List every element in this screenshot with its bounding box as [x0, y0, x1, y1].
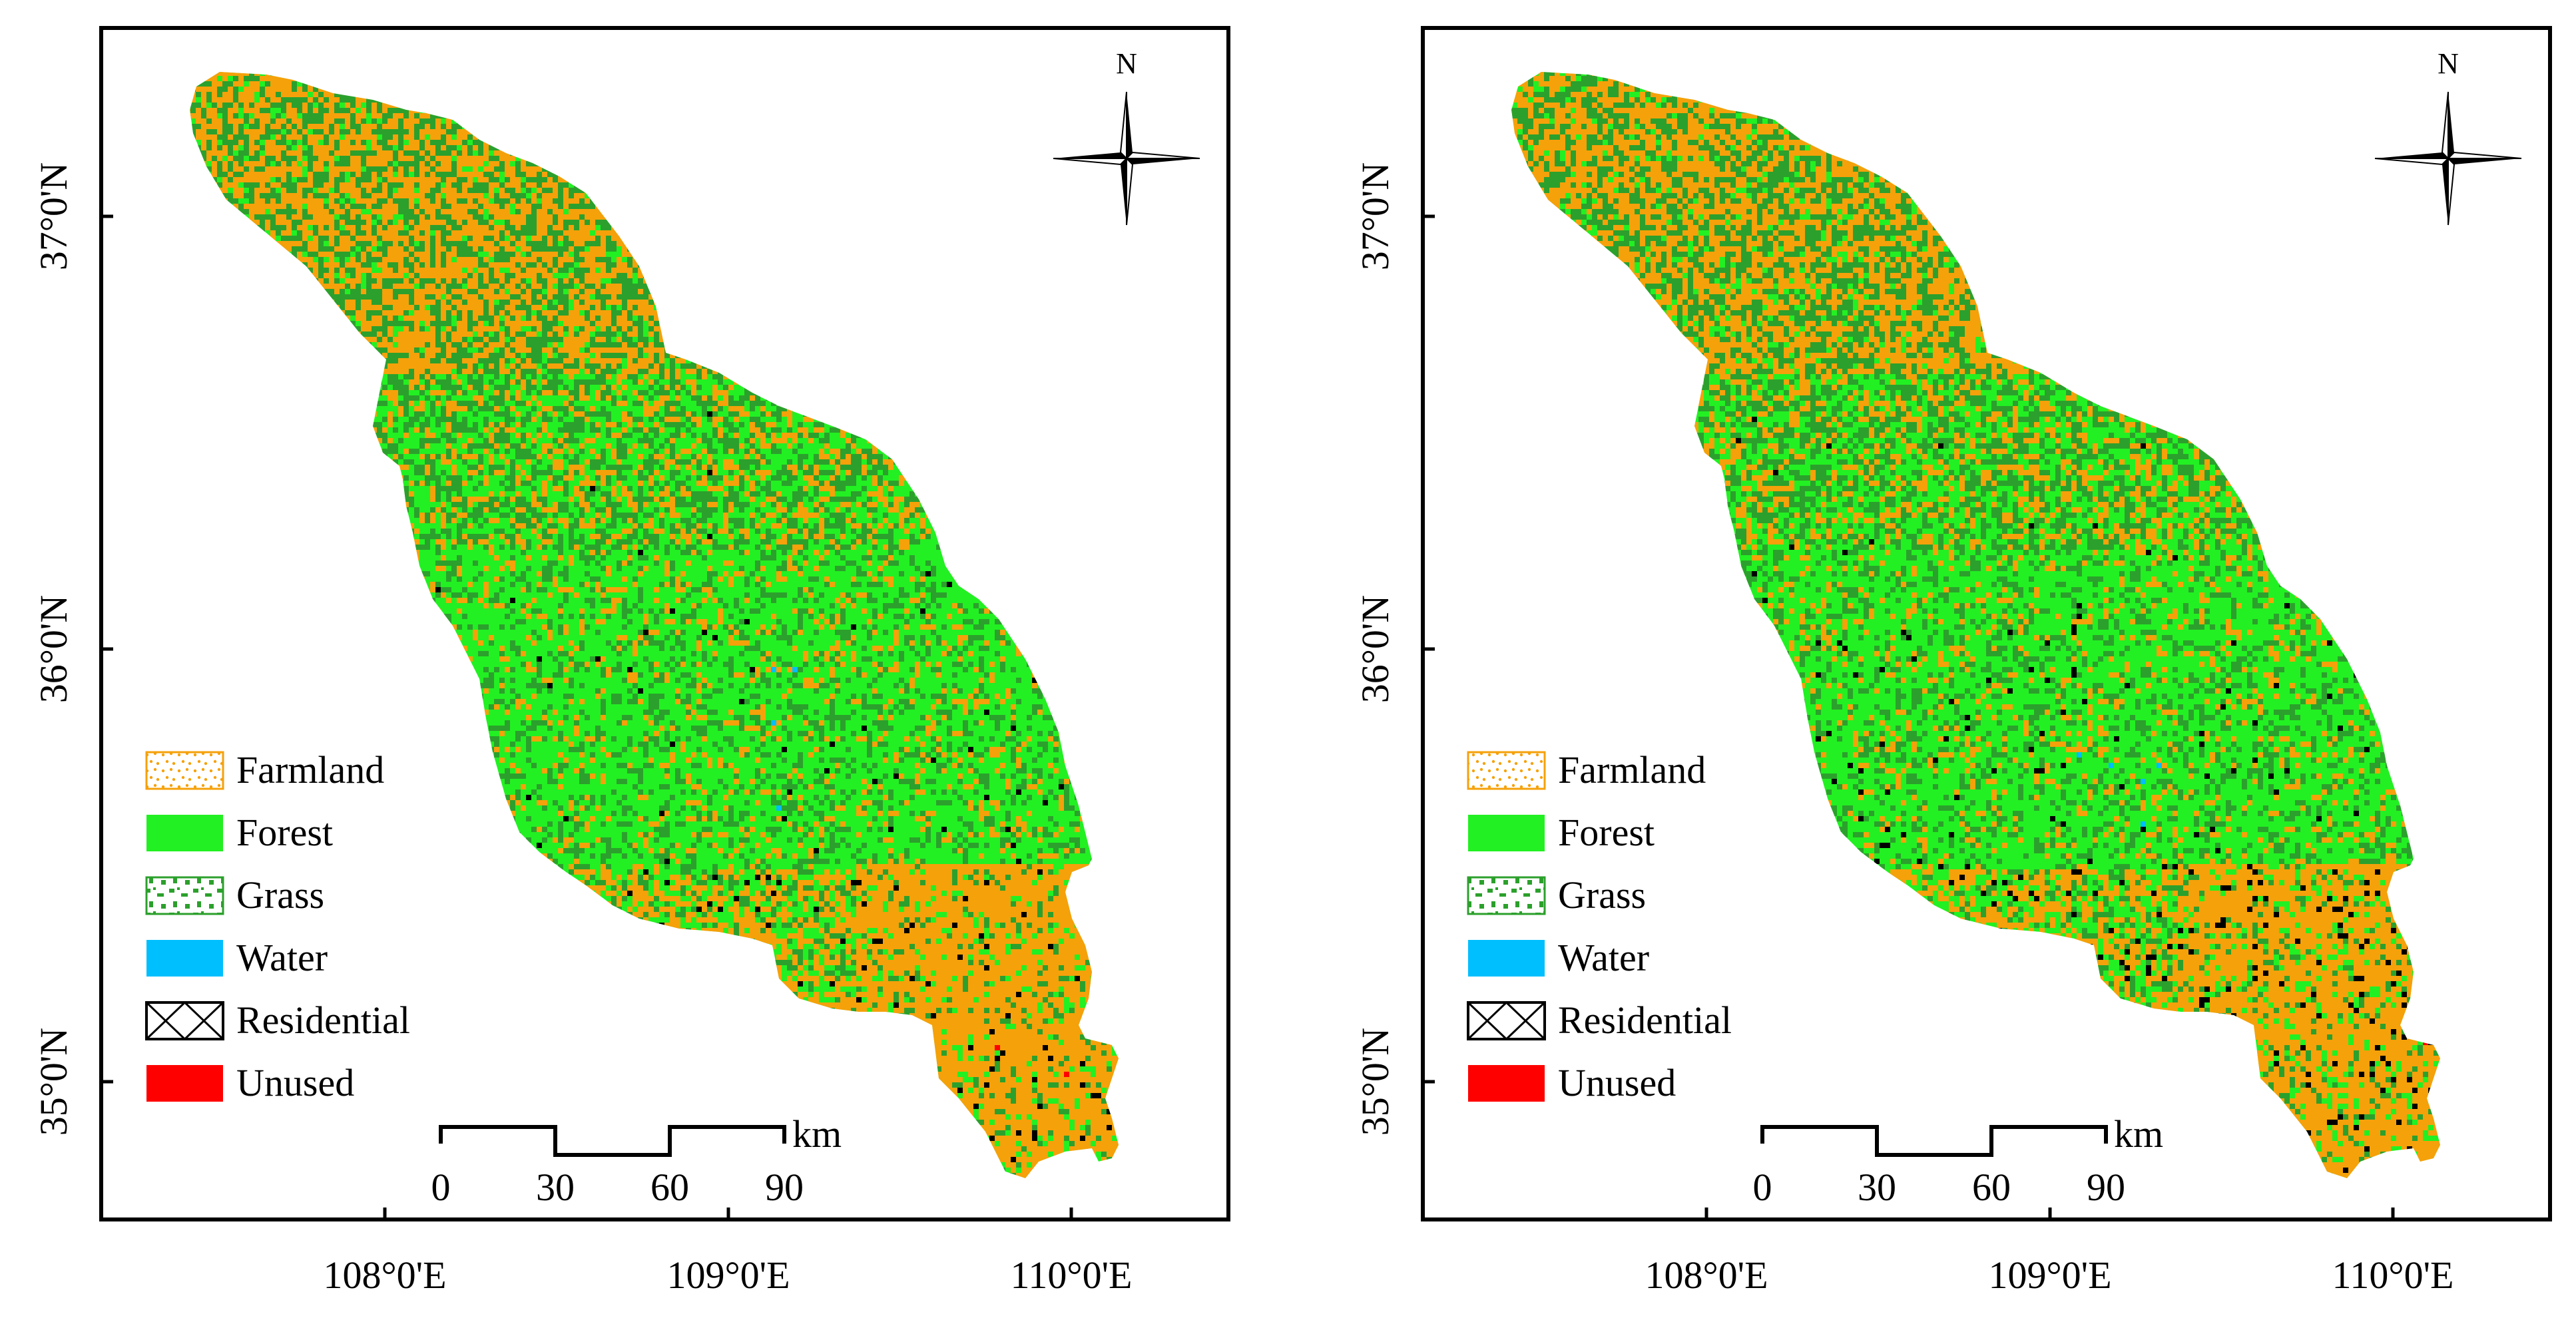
legend: Farmland Forest Grass Water Residential Unuse… — [145, 748, 410, 1104]
scale-bar: km 0 30 60 90 — [431, 1112, 842, 1209]
legend-label: Farmland — [236, 748, 384, 791]
north-arrow-icon — [1053, 91, 1200, 226]
legend-swatch — [146, 940, 223, 977]
scale-tick-label: 0 — [1753, 1166, 1772, 1209]
lon-label-108: 108°0'E — [1645, 1253, 1768, 1297]
legend-label: Residential — [236, 998, 410, 1042]
legend-swatch — [1468, 815, 1545, 851]
lon-label-109: 109°0'E — [1988, 1253, 2111, 1297]
legend-item-farmland: Farmland — [145, 748, 384, 791]
legend-swatch — [1467, 876, 1546, 915]
map-panel-right: N 37°0'N 36°0'N 35°0'N 108°0'E 109°0'E 1… — [1354, 26, 2552, 1297]
legend-label: Water — [1558, 936, 1649, 979]
legend-label: Residential — [1558, 998, 1732, 1042]
legend-swatch — [1467, 751, 1546, 790]
legend-item-water: Water — [146, 936, 328, 979]
legend-item-forest: Forest — [146, 811, 333, 854]
lat-label-36: 36°0'N — [1354, 595, 1397, 704]
legend-item-forest: Forest — [1468, 811, 1655, 854]
scale-tick-label: 90 — [2087, 1166, 2125, 1209]
legend-item-grass: Grass — [1467, 873, 1646, 917]
legend-swatch — [1468, 940, 1545, 977]
forest-base-region — [190, 72, 1119, 1178]
north-label: N — [1116, 47, 1137, 80]
legend-label: Grass — [236, 873, 324, 917]
lon-ticks — [383, 1208, 1073, 1219]
legend-swatch — [1467, 1001, 1546, 1040]
legend-label: Grass — [1558, 873, 1646, 917]
lat-label-35: 35°0'N — [32, 1028, 75, 1136]
legend-swatch — [145, 751, 224, 790]
lat-label-37: 37°0'N — [32, 162, 75, 271]
north-label: N — [2438, 47, 2459, 80]
lat-ticks — [1423, 214, 1435, 1084]
legend-label: Forest — [236, 811, 333, 854]
lon-ticks — [1704, 1208, 2395, 1219]
legend-label: Unused — [1558, 1061, 1676, 1104]
lat-label-37: 37°0'N — [1354, 162, 1397, 271]
legend-swatch — [145, 1001, 224, 1040]
legend-item-residential: Residential — [1467, 998, 1732, 1042]
legend-swatch — [1468, 1065, 1545, 1102]
lat-ticks — [101, 214, 113, 1084]
scale-tick-label: 60 — [1972, 1166, 2011, 1209]
lat-label-35: 35°0'N — [1354, 1028, 1397, 1136]
legend-label: Unused — [236, 1061, 354, 1104]
legend-item-farmland: Farmland — [1467, 748, 1706, 791]
scale-bar: km 0 30 60 90 — [1753, 1112, 2164, 1209]
lon-label-108: 108°0'E — [323, 1253, 446, 1297]
legend-label: Farmland — [1558, 748, 1706, 791]
lon-label-109: 109°0'E — [666, 1253, 790, 1297]
lon-label-110: 110°0'E — [2332, 1253, 2454, 1297]
lon-label-110: 110°0'E — [1011, 1253, 1133, 1297]
legend-swatch — [146, 1065, 223, 1102]
legend-item-unused: Unused — [1468, 1061, 1676, 1104]
scale-tick-label: 60 — [650, 1166, 689, 1209]
legend-item-grass: Grass — [145, 873, 324, 917]
farmland-cells — [190, 72, 1119, 1178]
legend-item-water: Water — [1468, 936, 1649, 979]
legend-label: Forest — [1558, 811, 1655, 854]
legend: Farmland Forest Grass Water Residential Unuse… — [1467, 748, 1732, 1104]
scale-tick-label: 0 — [431, 1166, 451, 1209]
legend-label: Water — [236, 936, 328, 979]
legend-swatch — [145, 876, 224, 915]
legend-swatch — [146, 815, 223, 851]
lat-label-36: 36°0'N — [32, 595, 75, 704]
scale-tick-label: 90 — [765, 1166, 804, 1209]
legend-item-unused: Unused — [146, 1061, 354, 1104]
scale-tick-label: 30 — [536, 1166, 575, 1209]
north-arrow-icon — [2374, 91, 2522, 226]
residential-cells — [1511, 401, 2440, 1178]
scale-tick-label: 30 — [1858, 1166, 1896, 1209]
scale-unit: km — [2114, 1112, 2163, 1156]
map-panel-left: N 37°0'N 36°0'N 35°0'N 108°0'E 109°0'E 1… — [32, 26, 1230, 1297]
scale-unit: km — [792, 1112, 842, 1156]
legend-item-residential: Residential — [145, 998, 410, 1042]
